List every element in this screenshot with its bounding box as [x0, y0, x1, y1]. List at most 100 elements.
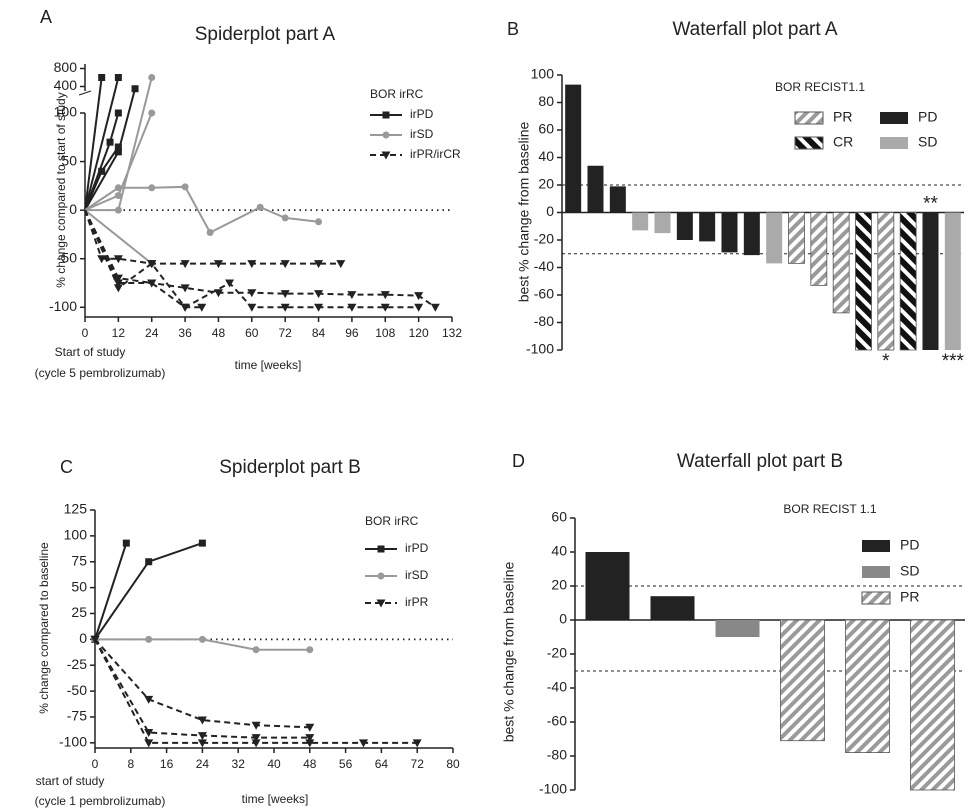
marker [414, 292, 424, 301]
y-tick-label: 125 [64, 501, 88, 517]
y-tick-label: 0 [559, 611, 567, 627]
bar [743, 212, 760, 256]
x-annotation: Start of study [55, 345, 126, 359]
marker [113, 255, 123, 264]
legend-label: PD [900, 537, 919, 553]
chart-title: Waterfall plot part A [672, 19, 837, 40]
x-annotation: (cycle 1 pembrolizumab) [35, 794, 166, 808]
marker [247, 303, 257, 312]
y-tick-label: 40 [551, 543, 567, 559]
legend-title: BOR RECIST 1.1 [783, 502, 876, 516]
panel-letter: C [60, 457, 73, 477]
marker [213, 260, 223, 269]
y-tick-label: -40 [547, 679, 567, 695]
bar [585, 552, 630, 620]
x-tick-label: 72 [279, 326, 293, 340]
marker [106, 138, 114, 146]
x-tick-label: 56 [339, 757, 353, 771]
marker [145, 558, 153, 566]
legend-title: BOR RECIST1.1 [775, 80, 865, 94]
marker [147, 260, 157, 269]
bar [832, 212, 850, 314]
panel-letter: B [507, 19, 519, 39]
legend-label: PD [918, 109, 937, 125]
y-tick-label: -50 [67, 682, 87, 698]
bar-annotation: ** [923, 194, 938, 215]
marker [122, 539, 130, 547]
legend-label: SD [900, 563, 919, 579]
marker [180, 260, 190, 269]
axis-break [78, 90, 92, 96]
series-line [84, 209, 153, 265]
bar [922, 212, 939, 350]
x-tick-label: 96 [345, 326, 359, 340]
bar-annotation: * [882, 351, 890, 372]
y-axis-label: % change compared to start of study [54, 92, 68, 287]
x-tick-label: 48 [303, 757, 317, 771]
marker [148, 74, 156, 81]
bar [899, 212, 917, 351]
marker [206, 228, 214, 236]
legend-swatch [862, 566, 890, 578]
marker [197, 739, 207, 748]
marker [305, 739, 315, 748]
marker [347, 291, 357, 300]
x-axis-label: time [weeks] [242, 792, 309, 806]
y-tick-label: 60 [538, 121, 554, 137]
y-tick-label: -50 [57, 249, 77, 265]
marker [198, 539, 206, 547]
chart-title: Spiderplot part A [195, 24, 336, 45]
marker [181, 183, 189, 191]
marker [314, 290, 324, 299]
marker [305, 723, 315, 732]
bar [810, 212, 828, 286]
bar [780, 619, 825, 742]
legend-label: CR [833, 134, 853, 150]
marker [90, 635, 100, 644]
marker [180, 303, 190, 312]
panel-letter: A [40, 7, 52, 27]
x-tick-label: 72 [411, 757, 425, 771]
marker [380, 303, 390, 312]
series-line [84, 77, 103, 211]
marker [280, 290, 290, 299]
series-line [84, 209, 436, 309]
marker [359, 739, 368, 748]
marker [412, 739, 422, 748]
marker [225, 279, 235, 288]
x-tick-label: 0 [82, 326, 89, 340]
x-annotation: (cycle 5 pembrolizumab) [35, 366, 166, 380]
marker [113, 279, 123, 288]
y-tick-label: -40 [534, 258, 554, 274]
y-tick-label: 800 [54, 59, 78, 75]
marker [314, 303, 324, 312]
marker [180, 284, 190, 293]
legend-label: irPD [405, 541, 429, 555]
marker [198, 635, 206, 643]
x-tick-label: 0 [92, 757, 99, 771]
y-tick-label: 80 [538, 93, 554, 109]
y-tick-label: 100 [54, 104, 78, 120]
x-annotation: start of study [36, 774, 105, 788]
x-tick-label: 16 [160, 757, 174, 771]
marker [377, 572, 385, 580]
legend-label: irSD [405, 568, 429, 582]
marker [114, 206, 122, 214]
y-tick-label: 20 [551, 577, 567, 593]
y-tick-label: -20 [534, 231, 554, 247]
y-tick-label: 0 [69, 201, 77, 217]
bar [855, 212, 872, 351]
x-tick-label: 24 [145, 326, 159, 340]
marker [247, 289, 257, 298]
series-line [94, 542, 128, 640]
marker [114, 192, 122, 200]
marker [281, 214, 289, 222]
bar [609, 186, 626, 213]
x-tick-label: 132 [442, 326, 462, 340]
y-tick-label: -100 [59, 734, 87, 750]
y-tick-label: 400 [54, 77, 78, 93]
x-tick-label: 120 [409, 326, 429, 340]
marker [114, 148, 122, 156]
legend-swatch [862, 540, 890, 552]
